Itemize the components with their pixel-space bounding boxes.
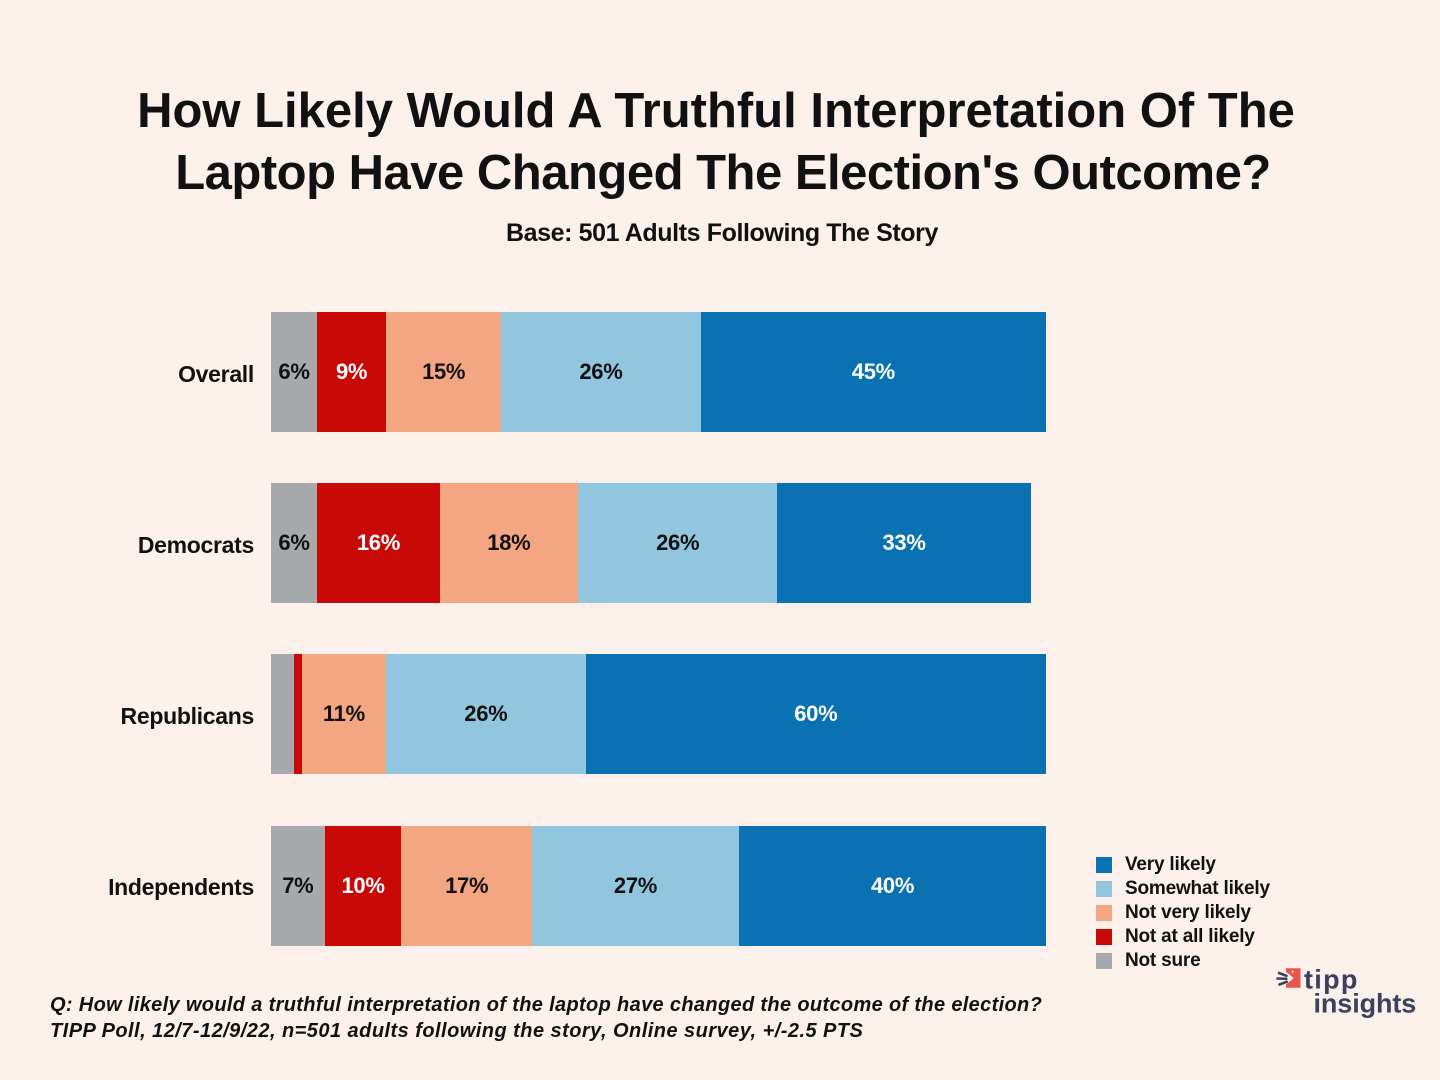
svg-text:tipp: tipp: [1304, 965, 1359, 995]
svg-text:insights: insights: [1314, 989, 1417, 1019]
